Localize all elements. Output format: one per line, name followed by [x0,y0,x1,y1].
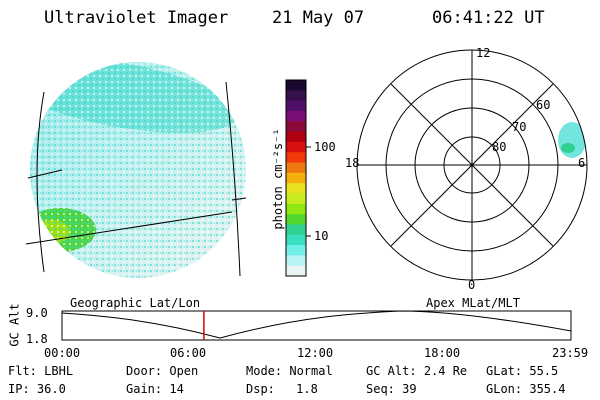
colorbar-segment [286,193,306,205]
door-info: Door: Open [126,364,198,378]
altitude-timeline [61,310,572,341]
colorbar-segment [286,245,306,256]
door-value: Open [169,364,199,378]
timeline-x-tick-4: 23:59 [552,346,589,360]
colorbar-segment [286,121,306,133]
colorbar-segment [286,265,306,277]
dsp-label: Dsp: [246,382,275,396]
colorbar-segment [286,90,306,102]
colorbar-segment [286,110,306,122]
colorbar [286,80,306,277]
colorbar-label-100: 100 [314,140,336,154]
polar-label-70: 70 [512,120,527,134]
colorbar-segment [286,131,306,143]
glat-value: 55.5 [529,364,559,378]
gain-value: 14 [169,382,184,396]
timeline-y-tick-min: 1.8 [26,332,48,346]
polar-label-18: 18 [345,156,360,170]
colorbar-segment [286,162,306,174]
glon-value: 355.4 [529,382,566,396]
timeline-left-caption: Geographic Lat/Lon [70,296,201,310]
colorbar-segment [286,80,306,91]
timeline-y-label: GC Alt [7,303,22,347]
glon-label: GLon: [486,382,523,396]
gcalt-label: GC Alt: [366,364,417,378]
timeline-y-tick-max: 9.0 [26,306,48,320]
timeline-x-tick-0: 00:00 [44,346,81,360]
dsp-info: Dsp: 1.8 [246,382,318,396]
colorbar-segment [286,224,306,236]
polar-plot [356,49,588,281]
colorbar-segment [286,141,306,153]
glat-info: GLat: 55.5 [486,364,558,378]
colorbar-frame [285,79,307,277]
door-label: Door: [126,364,163,378]
mode-value: Normal [289,364,333,378]
polar-label-0: 0 [468,278,476,292]
uv-image [25,62,247,278]
mode-info: Mode: Normal [246,364,333,378]
glon-info: GLon: 355.4 [486,382,565,396]
ip-info: IP: 36.0 [8,382,66,396]
colorbar-segment [286,172,306,184]
polar-label-60: 60 [536,98,551,112]
colorbar-segment [286,214,306,226]
timeline-x-tick-3: 18:00 [424,346,461,360]
ip-value: 36.0 [36,382,66,396]
timeline-right-caption: Apex MLat/MLT [426,296,520,310]
ip-label: IP: [8,382,30,396]
dsp-value: 1.8 [296,382,318,396]
gain-info: Gain: 14 [126,382,184,396]
glat-label: GLat: [486,364,523,378]
colorbar-segment [286,255,306,267]
gcalt-value: 2.4 Re [423,364,468,378]
colorbar-segment [286,152,306,164]
gcalt-info: GC Alt: 2.4 Re [366,364,467,378]
app-title: Ultraviolet Imager [44,8,229,28]
gain-label: Gain: [126,382,163,396]
seq-value: 39 [402,382,417,396]
seq-info: Seq: 39 [366,382,417,396]
polar-label-6: 6 [578,156,586,170]
flt-value: LBHL [44,364,74,378]
colorbar-segment [286,100,306,112]
colorbar-unit-label: photon cm⁻²s⁻¹ [271,128,285,230]
colorbar-label-10: 10 [314,229,329,243]
polar-label-12: 12 [476,46,491,60]
timeline-x-tick-1: 06:00 [170,346,207,360]
timeline-x-tick-2: 12:00 [297,346,334,360]
time-label: 06:41:22 UT [432,8,545,28]
seq-label: Seq: [366,382,395,396]
flt-info: Flt: LBHL [8,364,73,378]
colorbar-segment [286,234,306,246]
flt-label: Flt: [8,364,37,378]
date-label: 21 May 07 [272,8,365,28]
mode-label: Mode: [246,364,283,378]
colorbar-segment [286,203,306,215]
polar-label-80: 80 [492,140,507,154]
colorbar-segment [286,183,306,195]
